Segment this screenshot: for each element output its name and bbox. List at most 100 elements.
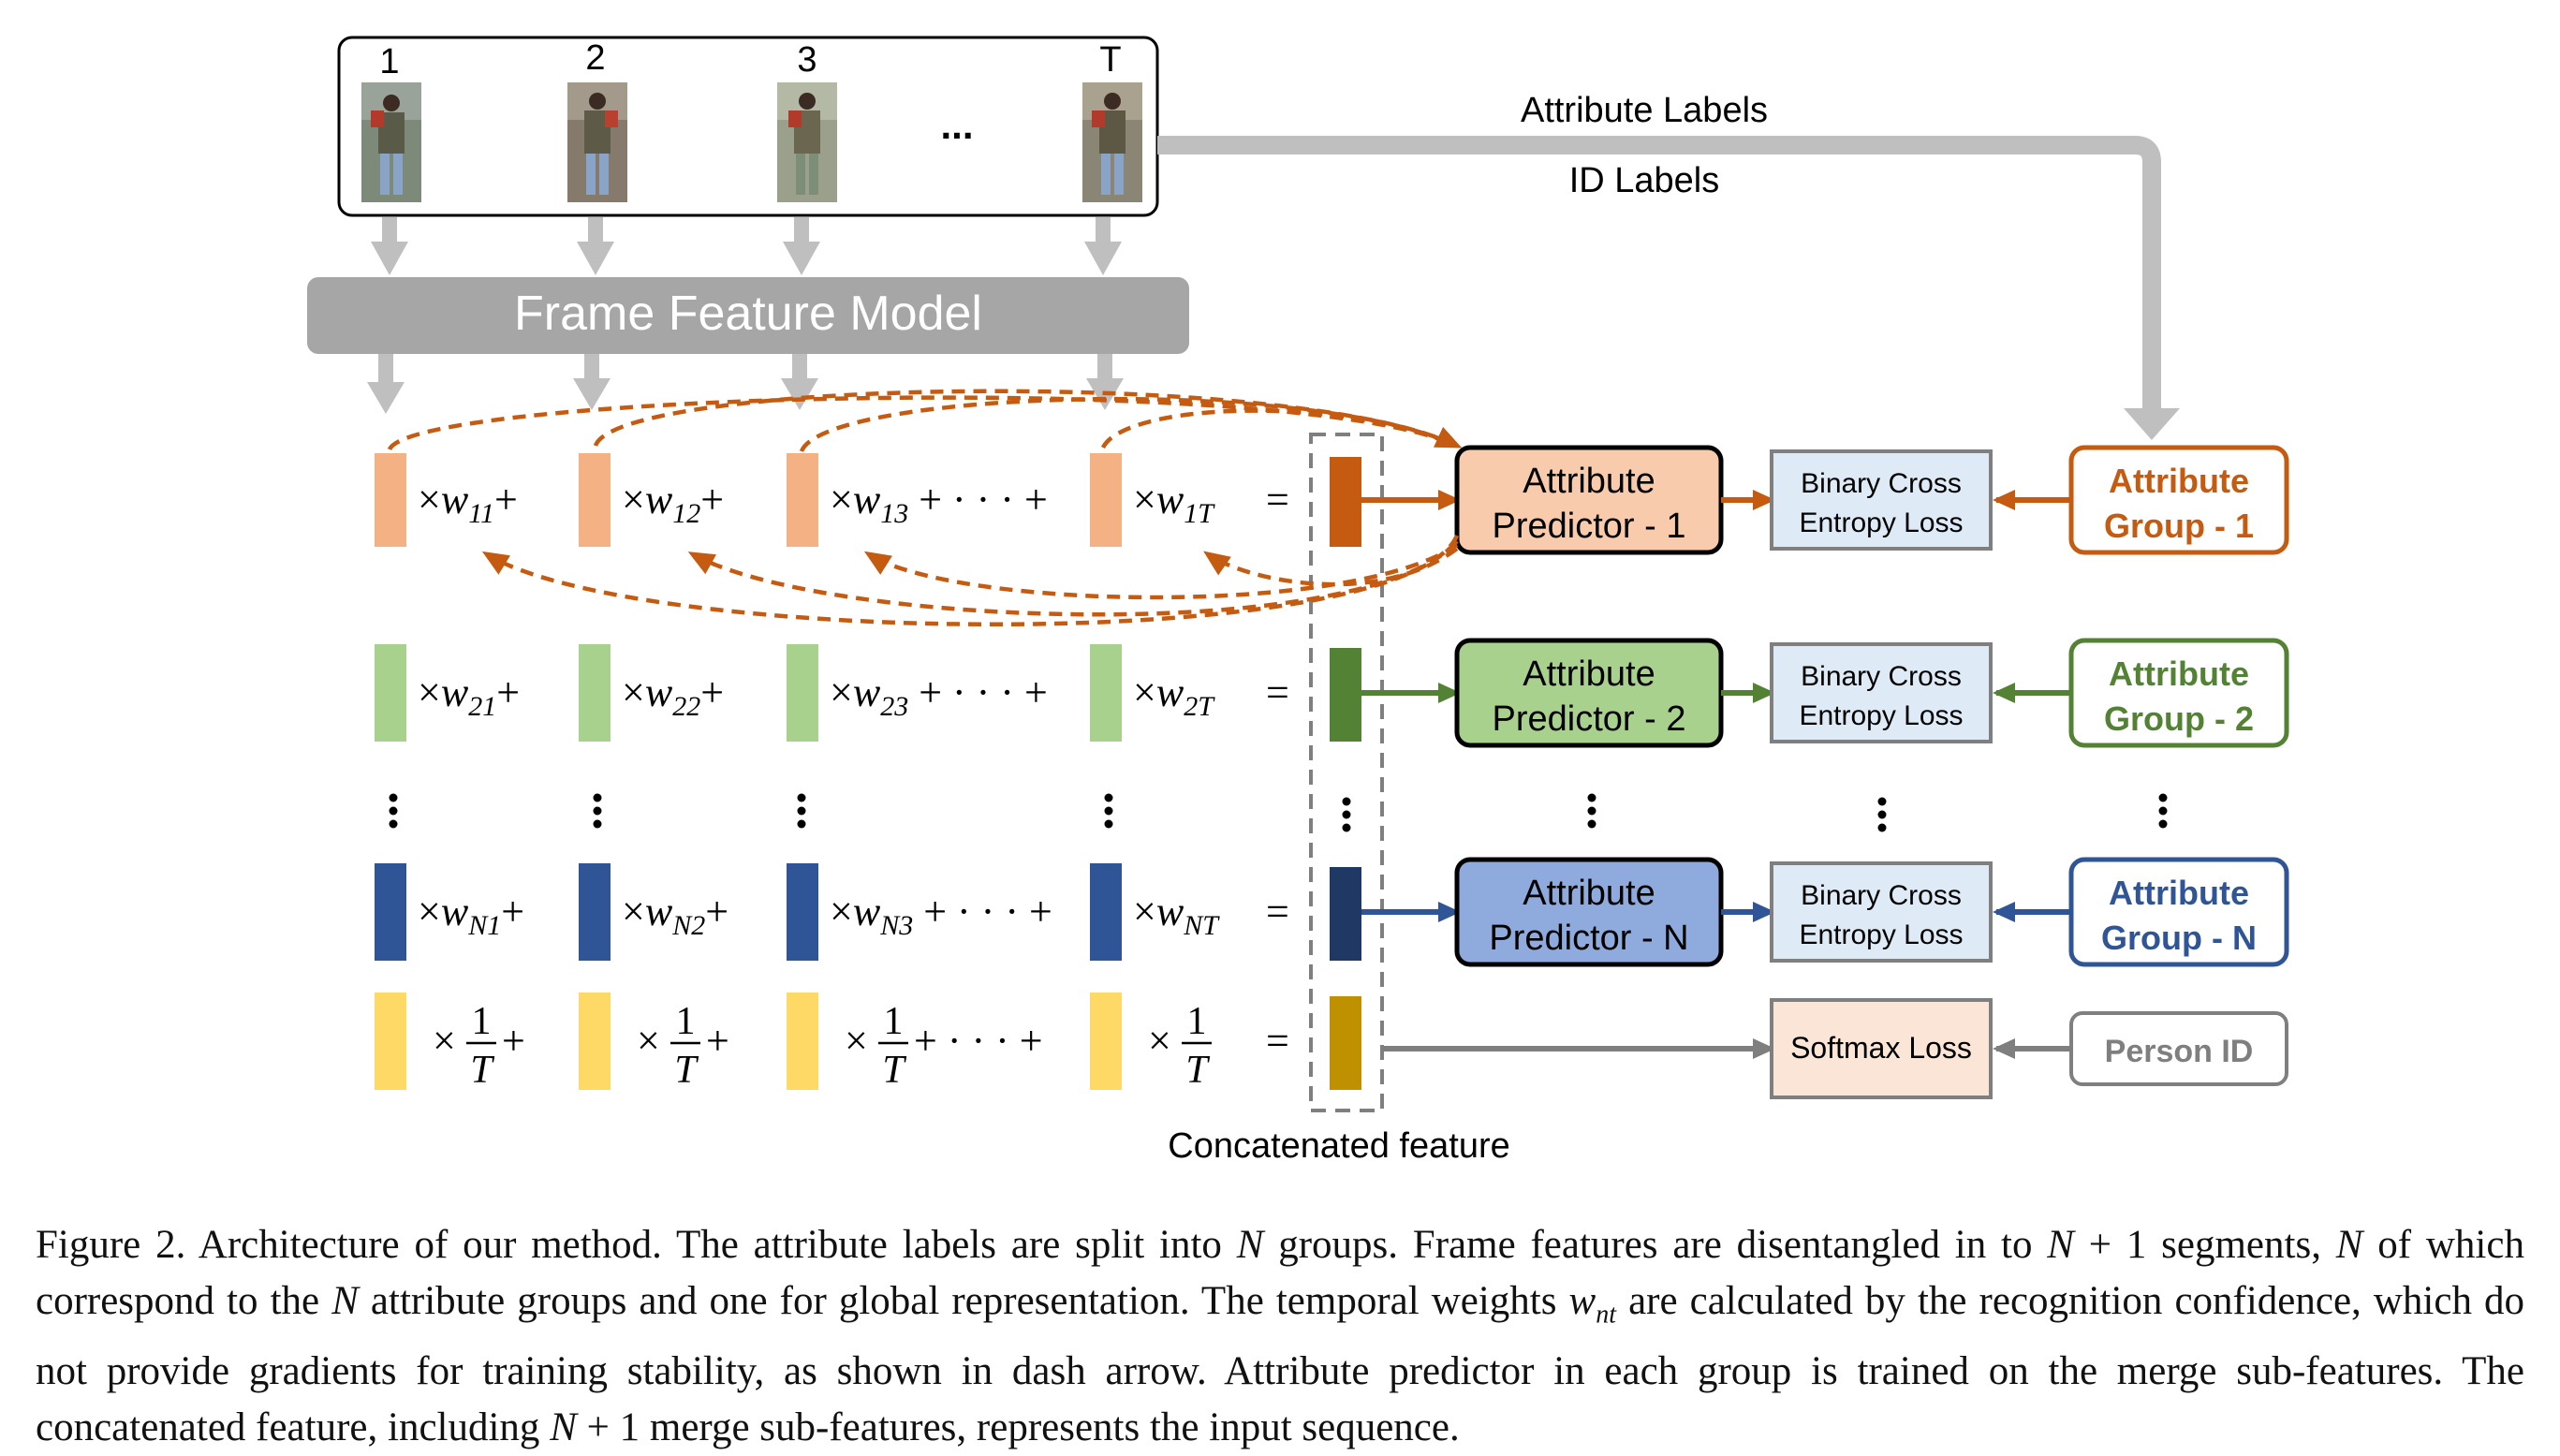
predictor-label-line2: Predictor - 2 (1493, 699, 1686, 739)
frame-subfeature-bar (1090, 863, 1122, 961)
frac-numerator: 1 (884, 1000, 904, 1043)
times-sign: × (433, 1018, 456, 1064)
id-labels-text: ID Labels (1569, 161, 1720, 200)
group-label-line2: Group - 1 (2104, 507, 2254, 545)
weight-term: ×w1T (1133, 477, 1215, 529)
frame-image-T (1082, 82, 1142, 202)
feature-row-3: ×wN1+ ×wN2+ ×wN3 + · · · + ×wNT = Attribute Pr… (375, 857, 2289, 967)
equals-sign: = (1266, 669, 1289, 715)
frame-image-1 (361, 82, 421, 202)
loss-label-line1: Binary Cross (1801, 880, 1962, 911)
attribute-group-2 (2068, 638, 2289, 748)
concatenated-feature-box (1309, 433, 1384, 1112)
caption-figure-number: Figure 2. (36, 1223, 186, 1267)
merged-subfeature-bar (1330, 996, 1361, 1090)
weight-term: ×w21+ (418, 669, 520, 722)
group-label-line2: Group - 2 (2104, 699, 2254, 738)
frame-label-T: T (1099, 40, 1121, 80)
weight-term: ×w11+ (418, 477, 518, 529)
frac-denominator: T (882, 1049, 906, 1092)
merged-subfeature-bar (1330, 457, 1361, 547)
group-label-line2: Group - N (2101, 919, 2257, 957)
feature-row-1: ×w11+ ×w12+ ×w13 + · · · + ×w1T = Attribute Pr… (375, 445, 2289, 555)
concatenated-feature-label: Concatenated feature (1168, 1126, 1510, 1166)
weight-term: ×wN3 + · · · + (830, 889, 1052, 941)
frame-subfeature-bar (375, 453, 406, 547)
loss-label-line2: Entropy Loss (1799, 507, 1963, 538)
predictor-label-line1: Attribute (1523, 654, 1655, 694)
frame-label-1: 1 (379, 42, 399, 81)
temporal-weight-dashed-arrows (387, 389, 1463, 626)
attribute-labels-text: Attribute Labels (1521, 91, 1768, 130)
loss-label-line2: Entropy Loss (1799, 919, 1963, 950)
frame-image-3 (777, 82, 837, 202)
frame-subfeature-bar (375, 993, 406, 1090)
merged-subfeature-bar (1330, 648, 1361, 742)
predictor-label-line1: Attribute (1523, 462, 1655, 501)
loss-label-line1: Binary Cross (1801, 661, 1962, 692)
frame-subfeature-bar (1090, 453, 1122, 547)
plus-sign: + · · · + (914, 1018, 1043, 1064)
feature-rows: ×w11+ ×w12+ ×w13 + · · · + ×w1T = Attribute Pr… (375, 445, 2289, 1099)
attribute-group-1 (2068, 445, 2289, 555)
frame-to-model-arrows (371, 217, 1122, 275)
frames-ellipsis: ... (940, 103, 973, 147)
frac-numerator: 1 (1187, 1000, 1207, 1043)
frac-denominator: T (470, 1049, 494, 1092)
feature-row-2: ×w21+ ×w22+ ×w23 + · · · + ×w2T = Attribute Pr… (375, 638, 2289, 748)
binary-cross-entropy-loss (1770, 449, 1993, 551)
frac-numerator: 1 (676, 1000, 696, 1043)
weight-term: ×wNT (1133, 889, 1220, 941)
frame-subfeature-bar (787, 993, 818, 1090)
frame-subfeature-bar (579, 993, 611, 1090)
frac-denominator: T (1185, 1049, 1210, 1092)
labels-arrow (1157, 136, 2180, 440)
equals-sign: = (1266, 889, 1289, 934)
frames-box (337, 36, 1159, 217)
frame-subfeature-bar (787, 644, 818, 742)
weight-term: ×w12+ (622, 477, 724, 529)
feature-row-4: × 1T+ × 1T+ × 1T + · · · + × 1T= Softmax Loss Per… (375, 993, 2288, 1099)
binary-cross-entropy-loss (1770, 861, 1993, 963)
weight-term: ×w22+ (622, 669, 724, 722)
vertical-ellipsis-row (389, 793, 2168, 832)
times-sign: × (637, 1018, 660, 1064)
equals-sign: = (1266, 1018, 1289, 1064)
frame-subfeature-bar (579, 453, 611, 547)
group-label-line1: Attribute (2109, 462, 2249, 500)
loss-label-line2: Entropy Loss (1799, 700, 1963, 731)
equals-sign: = (1266, 477, 1289, 522)
frame-label-3: 3 (797, 40, 817, 80)
frame-label-2: 2 (585, 38, 605, 78)
group-label-line1: Attribute (2109, 874, 2249, 912)
frame-subfeature-bar (787, 863, 818, 961)
softmax-loss (1770, 998, 1993, 1099)
predictor-label-line2: Predictor - 1 (1493, 507, 1686, 546)
frame-feature-model-label: Frame Feature Model (514, 287, 982, 341)
figure-caption: Figure 2. Architecture of our method. Th… (36, 1217, 2524, 1456)
caption-text: Architecture of our method. The attribut… (36, 1223, 2524, 1449)
frame-feature-model (307, 277, 1189, 354)
plus-sign: + (502, 1018, 525, 1064)
frame-subfeature-bar (1090, 993, 1122, 1090)
frame-image-2 (567, 82, 627, 202)
weight-term: ×wN1+ (418, 889, 524, 941)
binary-cross-entropy-loss (1770, 642, 1993, 743)
weight-term: ×w23 + · · · + (830, 669, 1048, 722)
softmax-loss-label: Softmax Loss (1790, 1031, 1972, 1065)
frame-subfeature-bar (375, 644, 406, 742)
architecture-diagram: 1 2 3 T ... (307, 36, 2289, 1166)
weight-term: ×w2T (1133, 669, 1215, 722)
merged-subfeature-bar (1330, 867, 1361, 961)
frame-subfeature-bar (375, 863, 406, 961)
frac-denominator: T (674, 1049, 699, 1092)
loss-label-line1: Binary Cross (1801, 468, 1962, 499)
predictor-label-line2: Predictor - N (1489, 919, 1688, 958)
weight-term: ×wN2+ (622, 889, 728, 941)
times-sign: × (845, 1018, 868, 1064)
attribute-group-3 (2068, 857, 2289, 967)
frame-subfeature-bar (579, 644, 611, 742)
weight-term: ×w13 + · · · + (830, 477, 1048, 529)
person-id-label: Person ID (2105, 1034, 2254, 1069)
plus-sign: + (706, 1018, 729, 1064)
